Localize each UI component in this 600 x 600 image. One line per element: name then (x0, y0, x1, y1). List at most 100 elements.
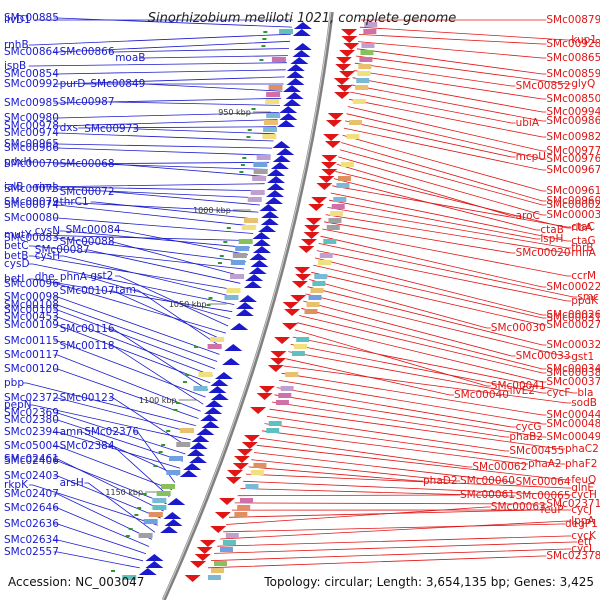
forward-gene-label[interactable]: dxs (60, 122, 78, 134)
forward-gene-label[interactable]: SMc00864 (4, 46, 59, 58)
forward-gene-label[interactable]: purD (60, 78, 86, 90)
reverse-gene-label[interactable]: SMc00038 (546, 367, 600, 379)
reverse-gene-label[interactable]: SMc00060 (460, 475, 515, 487)
reverse-gene-label[interactable]: thrB (571, 242, 593, 254)
reverse-gene-label[interactable]: kup1 (571, 34, 597, 46)
reverse-gene-label[interactable]: SMc00977 (546, 145, 600, 157)
forward-gene-label[interactable]: SMc00074 (4, 199, 59, 211)
forward-gene-label[interactable]: SMc00088 (60, 236, 115, 248)
forward-gene-label[interactable]: SMc02369 (4, 407, 59, 419)
forward-gene-label[interactable]: SMc00992 (4, 78, 59, 90)
reverse-gene-label[interactable]: rnhA (571, 247, 596, 259)
forward-gene-label[interactable]: SMc00068 (60, 158, 115, 170)
forward-gene-label[interactable]: SMc00105 (4, 304, 59, 316)
forward-gene-label[interactable]: betC (4, 240, 29, 252)
reverse-gene-label[interactable]: SMc00994 (546, 106, 600, 118)
reverse-gene-label[interactable]: etf (577, 536, 592, 548)
forward-gene-label[interactable]: SMc02376 (84, 426, 139, 438)
reverse-gene-label[interactable]: mcpU (516, 151, 546, 163)
reverse-gene-label[interactable]: phaA2 (528, 458, 562, 470)
reverse-gene-label[interactable]: SMc00064 (516, 476, 571, 488)
reverse-gene-label[interactable]: gst1 (571, 351, 594, 363)
forward-gene-label[interactable]: betB (4, 250, 28, 262)
reverse-gene-label[interactable]: ctaB (540, 224, 564, 236)
forward-gene-label[interactable]: SMc00965 (4, 138, 59, 150)
forward-gene-label[interactable]: ispB (4, 60, 26, 72)
reverse-gene-label[interactable]: SMc00037 (546, 376, 600, 388)
forward-gene-label[interactable]: arsH (60, 477, 84, 489)
reverse-gene-label[interactable]: cycF (547, 387, 571, 399)
forward-gene-label[interactable]: SMc02403 (4, 470, 59, 482)
forward-gene-label[interactable]: SMc05004 (4, 440, 59, 452)
reverse-gene-label[interactable]: ispH (540, 233, 563, 245)
reverse-gene-label[interactable]: glnE (571, 482, 594, 494)
reverse-gene-label[interactable]: SMc00027 (546, 319, 600, 331)
reverse-gene-label[interactable]: SMc00033 (516, 350, 571, 362)
forward-gene-label[interactable]: SMc00107 (60, 285, 115, 297)
forward-gene-label[interactable]: SMc00116 (60, 323, 115, 335)
reverse-gene-label[interactable]: smc (577, 291, 599, 303)
forward-gene-label[interactable]: SMc00866 (60, 46, 115, 58)
forward-gene-label[interactable]: SMc00080 (4, 212, 59, 224)
reverse-gene-label[interactable]: ilvE2 (510, 385, 535, 397)
reverse-gene-label[interactable]: feuQ (571, 474, 596, 486)
forward-gene-label[interactable]: SMc00978 (4, 120, 59, 132)
forward-gene-label[interactable]: SMc00072 (60, 186, 115, 198)
reverse-gene-label[interactable]: cycJ (571, 504, 592, 516)
reverse-gene-label[interactable]: SMc00852 (516, 80, 571, 92)
reverse-gene-label[interactable]: SMc00002 (546, 199, 600, 211)
forward-gene-label[interactable]: moaB (115, 52, 145, 64)
forward-gene-label[interactable]: SMc00073 (4, 183, 59, 195)
forward-gene-label[interactable]: SMc00083 (4, 232, 59, 244)
reverse-gene-label[interactable]: SMc00859 (546, 68, 600, 80)
forward-gene-label[interactable]: mutY (4, 229, 32, 241)
forward-gene-label[interactable]: SMc00108 (4, 299, 59, 311)
forward-gene-label[interactable]: SMc00973 (84, 123, 139, 135)
reverse-gene-label[interactable]: SMc00928 (546, 38, 600, 50)
forward-gene-label[interactable]: SMc00123 (60, 392, 115, 404)
reverse-gene-label[interactable]: SMc00032 (546, 339, 600, 351)
reverse-gene-label[interactable]: SMc00020 (516, 247, 571, 259)
forward-gene-label[interactable]: SMc00120 (4, 363, 59, 375)
reverse-gene-label[interactable]: SMc00967 (546, 164, 600, 176)
forward-gene-label[interactable]: SMc02557 (4, 546, 59, 558)
reverse-gene-label[interactable]: phaD2 (423, 475, 458, 487)
forward-gene-label[interactable]: SMc02384 (60, 440, 115, 452)
forward-gene-label[interactable]: SMc00453 (4, 311, 59, 323)
reverse-gene-label[interactable]: ccrM (571, 270, 596, 282)
reverse-gene-label[interactable]: cycH (571, 489, 597, 501)
forward-gene-label[interactable]: gst2 (90, 270, 113, 282)
forward-gene-label[interactable]: SMc00974 (4, 127, 59, 139)
forward-gene-label[interactable]: SMc00966 (4, 142, 59, 154)
forward-gene-label[interactable]: SMc00854 (4, 68, 59, 80)
forward-gene-label[interactable]: SMc00117 (4, 349, 59, 361)
reverse-gene-label[interactable]: phaB2 (509, 431, 543, 443)
reverse-gene-label[interactable]: glyQ (571, 78, 595, 90)
reverse-gene-label[interactable]: SMc00879 (546, 14, 600, 26)
reverse-gene-label[interactable]: SMc00865 (546, 52, 600, 64)
reverse-gene-label[interactable]: ubiA (516, 117, 540, 129)
forward-gene-label[interactable]: cysN (35, 225, 60, 237)
forward-gene-label[interactable]: thrC1 (60, 196, 89, 208)
forward-gene-label[interactable]: SMc00987 (60, 96, 115, 108)
forward-gene-label[interactable]: SMc00070 (4, 158, 59, 170)
forward-gene-label[interactable]: cysD (4, 258, 30, 270)
reverse-gene-label[interactable]: SMc02378 (546, 550, 600, 562)
forward-gene-label[interactable]: amn (60, 426, 83, 438)
reverse-gene-label[interactable]: ppdK (571, 295, 599, 307)
forward-gene-label[interactable]: SMc02372 (4, 392, 59, 404)
forward-gene-label[interactable]: ilvD1 (4, 14, 31, 26)
forward-gene-label[interactable]: SMc02461 (4, 453, 59, 465)
reverse-gene-label[interactable]: bla (577, 387, 593, 399)
reverse-gene-label[interactable]: SMc00040 (454, 389, 509, 401)
forward-gene-label[interactable]: SMc02406 (4, 455, 59, 467)
reverse-gene-label[interactable]: SMc00044 (546, 409, 600, 421)
forward-gene-label[interactable]: rkpK (4, 479, 29, 491)
forward-gene-label[interactable]: cysH (35, 250, 60, 262)
reverse-gene-label[interactable]: SMc00976 (546, 153, 600, 165)
forward-gene-label[interactable]: SMc02407 (4, 488, 59, 500)
reverse-gene-label[interactable]: SMc00850 (546, 93, 600, 105)
forward-gene-label[interactable]: dhe_phnA (35, 271, 88, 283)
forward-gene-label[interactable]: SMc00084 (66, 224, 121, 236)
reverse-gene-label[interactable]: SMc00030 (491, 322, 546, 334)
